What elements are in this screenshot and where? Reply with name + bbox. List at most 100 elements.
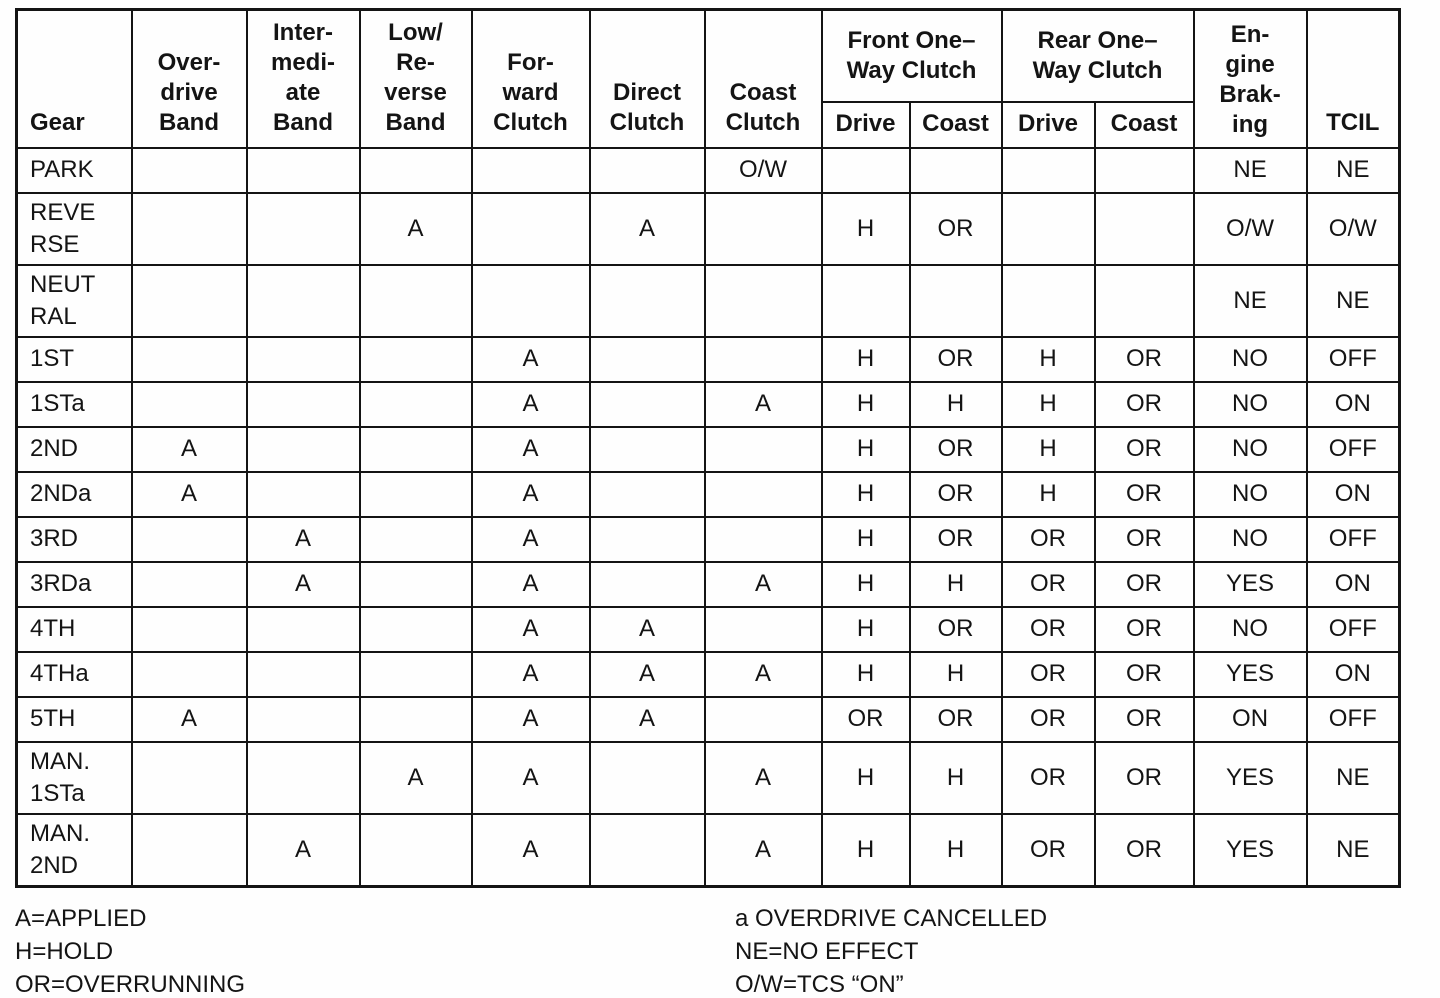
value-cell (703, 191, 823, 266)
value-cell: OR (1000, 515, 1096, 563)
column-header: Direct Clutch (588, 8, 706, 149)
value-cell: OR (908, 470, 1003, 518)
value-cell: NO (1192, 470, 1308, 518)
gear-cell: 5TH (15, 695, 133, 743)
value-cell: H (820, 191, 911, 266)
value-cell: A (470, 380, 591, 428)
value-cell: A (470, 695, 591, 743)
value-cell (130, 263, 248, 338)
value-cell: A (703, 650, 823, 698)
value-cell: OFF (1305, 425, 1401, 473)
gear-cell: 1STa (15, 380, 133, 428)
value-cell: A (358, 191, 473, 266)
value-cell: NE (1192, 263, 1308, 338)
value-cell: A (245, 812, 361, 887)
value-cell: YES (1192, 650, 1308, 698)
value-cell (1000, 263, 1096, 338)
value-cell: A (470, 470, 591, 518)
value-cell: H (820, 560, 911, 608)
legend-entry: OR=OVERRUNNING (15, 970, 246, 998)
value-cell: ON (1192, 695, 1308, 743)
value-cell: OR (1093, 515, 1195, 563)
value-cell (908, 263, 1003, 338)
value-cell (245, 650, 361, 698)
value-cell: OR (1093, 470, 1195, 518)
legend-entry: a OVERDRIVE CANCELLED (735, 904, 1048, 932)
value-cell: H (820, 335, 911, 383)
value-cell: A (703, 560, 823, 608)
value-cell: A (130, 695, 248, 743)
value-cell: H (820, 515, 911, 563)
value-cell: OR (1000, 560, 1096, 608)
value-cell: A (130, 470, 248, 518)
column-header: Rear One– Way Clutch (1000, 8, 1195, 103)
value-cell (588, 515, 706, 563)
value-cell: H (820, 650, 911, 698)
value-cell (1093, 191, 1195, 266)
value-cell (130, 740, 248, 815)
gear-cell: 2NDa (15, 470, 133, 518)
gear-cell: 2ND (15, 425, 133, 473)
value-cell (130, 812, 248, 887)
value-cell (470, 146, 591, 194)
gear-cell: 3RDa (15, 560, 133, 608)
value-cell: O/W (703, 146, 823, 194)
value-cell: OR (908, 515, 1003, 563)
value-cell: NO (1192, 335, 1308, 383)
table-row: 3RD A A H OR OR OR NO OFF (15, 515, 1401, 563)
gear-cell: 3RD (15, 515, 133, 563)
value-cell: H (908, 812, 1003, 887)
value-cell: H (908, 380, 1003, 428)
value-cell (245, 470, 361, 518)
value-cell: OR (908, 695, 1003, 743)
table-row: MAN. 1STa A A A H H OR OR YES NE (15, 740, 1401, 815)
value-cell (588, 560, 706, 608)
gear-cell: 4TH (15, 605, 133, 653)
value-cell: H (1000, 425, 1096, 473)
value-cell (588, 146, 706, 194)
value-cell: A (470, 560, 591, 608)
value-cell (358, 605, 473, 653)
gear-cell: PARK (15, 146, 133, 194)
table-row: 2ND A A H OR H OR NO OFF (15, 425, 1401, 473)
value-cell: ON (1305, 560, 1401, 608)
value-cell: H (820, 425, 911, 473)
value-cell: H (820, 470, 911, 518)
value-cell: A (470, 812, 591, 887)
value-cell: H (908, 560, 1003, 608)
header-row-top: Gear Over- drive Band Inter- medi- ate Ban… (15, 8, 1401, 149)
value-cell: NO (1192, 425, 1308, 473)
value-cell (358, 470, 473, 518)
gear-cell: REVE RSE (15, 191, 133, 266)
value-cell: NE (1305, 146, 1401, 194)
value-cell: A (470, 515, 591, 563)
value-cell (358, 515, 473, 563)
value-cell: A (703, 812, 823, 887)
value-cell (358, 263, 473, 338)
value-cell (130, 146, 248, 194)
gear-cell: MAN. 2ND (15, 812, 133, 887)
value-cell (245, 146, 361, 194)
value-cell (703, 335, 823, 383)
value-cell (130, 380, 248, 428)
value-cell: H (1000, 335, 1096, 383)
value-cell (1093, 263, 1195, 338)
column-header: En- gine Brak- ing (1192, 8, 1308, 149)
value-cell: OR (908, 605, 1003, 653)
value-cell: YES (1192, 560, 1308, 608)
value-cell: OFF (1305, 515, 1401, 563)
value-cell (703, 263, 823, 338)
column-header: Over- drive Band (130, 8, 248, 149)
value-cell (703, 425, 823, 473)
subcolumn-header: Coast (908, 100, 1003, 149)
value-cell: A (703, 380, 823, 428)
table-row: 5TH A A A OR OR OR OR ON OFF (15, 695, 1401, 743)
value-cell: OR (1093, 560, 1195, 608)
value-cell: YES (1192, 812, 1308, 887)
value-cell: A (358, 740, 473, 815)
value-cell (130, 560, 248, 608)
value-cell: NE (1305, 812, 1401, 887)
table-body: PARK O/W NE NE REVE RSE A A H OR O/W O/W NEUT RAL NE… (15, 146, 1401, 887)
value-cell (588, 425, 706, 473)
